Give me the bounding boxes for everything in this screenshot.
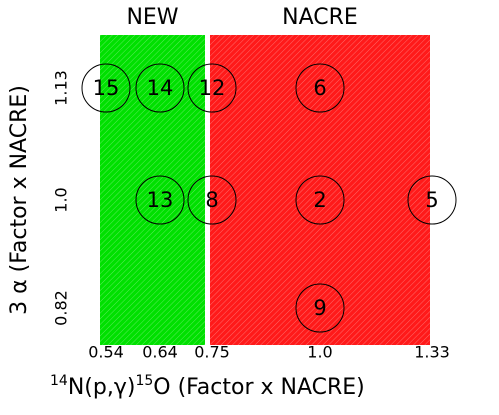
point-label: 9 [313, 296, 326, 320]
point-label: 12 [199, 76, 226, 100]
x-axis-label-part: 15 [135, 373, 153, 389]
point-label: 8 [205, 188, 218, 212]
point [135, 63, 185, 113]
y-tick-label: 0.82 [52, 290, 71, 326]
y-tick-label: 1.13 [52, 70, 71, 106]
x-axis-label-part: O (Factor x NACRE) [153, 375, 365, 400]
point [135, 175, 185, 225]
point [295, 63, 345, 113]
region-label: NACRE [282, 5, 358, 30]
x-axis-label-part: 14 [50, 373, 68, 389]
region-label: NEW [126, 5, 178, 30]
point-label: 13 [147, 188, 174, 212]
point [295, 283, 345, 333]
point-label: 15 [93, 76, 120, 100]
point [187, 63, 237, 113]
point-label: 2 [313, 188, 326, 212]
region-hatch [210, 35, 430, 345]
y-tick-label: 1.0 [52, 187, 71, 212]
point-label: 5 [425, 188, 438, 212]
point [295, 175, 345, 225]
x-axis-label: 14N(p,γ)15O (Factor x NACRE) [50, 373, 365, 400]
x-tick-label: 1.33 [414, 343, 450, 362]
point-label: 14 [147, 76, 174, 100]
x-tick-label: 1.0 [307, 343, 332, 362]
point-label: 6 [313, 76, 326, 100]
y-axis-label: 3 α (Factor x NACRE) [7, 85, 32, 315]
point [407, 175, 457, 225]
x-tick-label: 0.64 [142, 343, 178, 362]
x-tick-label: 0.75 [194, 343, 230, 362]
point [81, 63, 131, 113]
x-tick-label: 0.54 [88, 343, 124, 362]
point [187, 175, 237, 225]
x-axis-label-part: N(p,γ) [68, 375, 136, 400]
region-hatch [100, 35, 205, 345]
